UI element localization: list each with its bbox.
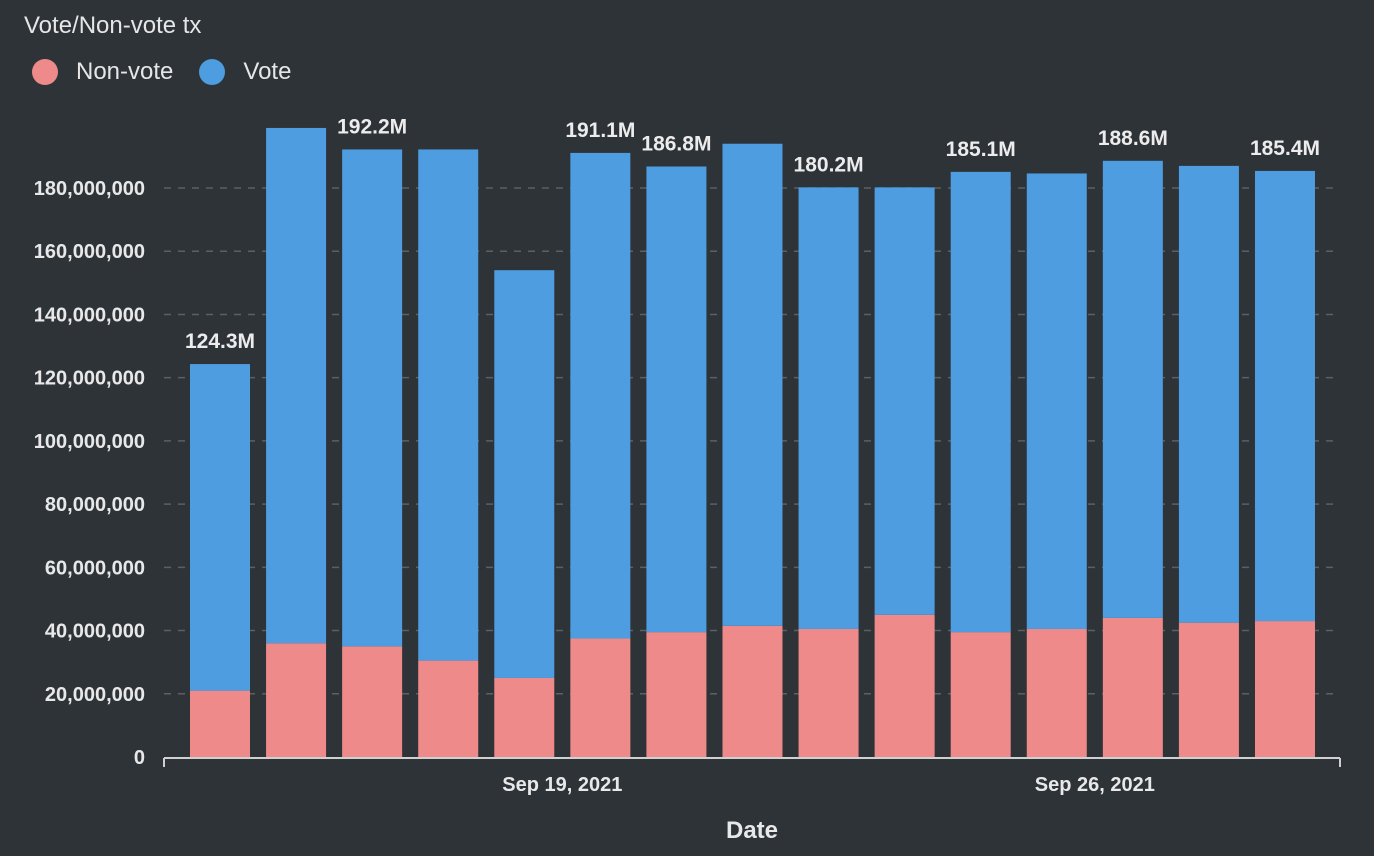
- chart-title: Vote/Non-vote tx: [24, 12, 202, 39]
- bar-non-vote: [570, 638, 631, 757]
- bar-vote: [190, 364, 250, 691]
- legend-dot-vote: [199, 59, 226, 85]
- bar-non-vote: [1254, 621, 1315, 757]
- bar-vote: [494, 270, 555, 678]
- bar-non-vote: [342, 646, 403, 757]
- bar-non-vote: [494, 677, 555, 757]
- data-label: 185.1M: [946, 138, 1016, 161]
- legend-dot-non-vote: [32, 59, 58, 85]
- bar-non-vote: [1026, 628, 1087, 757]
- y-tick-label: 80,000,000: [45, 494, 145, 516]
- bar-vote: [1026, 173, 1087, 629]
- y-tick-label: 120,000,000: [34, 368, 145, 390]
- bars: [190, 127, 1315, 757]
- bar-non-vote: [722, 625, 783, 757]
- bar-non-vote: [418, 660, 479, 757]
- y-tick-label: 60,000,000: [45, 557, 145, 579]
- legend-item-non-vote[interactable]: Non-vote: [32, 58, 173, 86]
- x-axis: Sep 19, 2021 Sep 26, 2021: [163, 757, 1341, 796]
- bar-non-vote: [266, 643, 327, 757]
- bar-non-vote: [1102, 617, 1163, 757]
- bar-non-vote: [950, 632, 1011, 757]
- y-tick-label: 20,000,000: [45, 684, 145, 706]
- data-label: 192.2M: [337, 115, 407, 138]
- data-label: 186.8M: [641, 133, 711, 156]
- bar-vote: [722, 143, 783, 626]
- y-tick-label: 0: [134, 747, 145, 769]
- y-axis-ticks: 0 20,000,000 40,000,000 60,000,000 80,000,00…: [34, 178, 145, 769]
- bar-vote: [1102, 160, 1163, 618]
- y-tick-label: 180,000,000: [34, 178, 145, 200]
- data-label: 124.3M: [185, 330, 255, 353]
- bar-vote: [342, 149, 403, 647]
- bar-non-vote: [190, 690, 250, 757]
- y-tick-label: 160,000,000: [34, 241, 145, 263]
- bar-vote: [418, 149, 479, 661]
- bar-non-vote: [874, 614, 935, 757]
- bar-non-vote: [1178, 622, 1239, 757]
- data-label: 188.6M: [1098, 127, 1168, 150]
- bar-vote: [1254, 170, 1315, 622]
- legend-label-vote: Vote: [243, 58, 292, 85]
- y-tick-label: 100,000,000: [34, 431, 145, 453]
- data-labels: 124.3M 192.2M 191.1M 186.8M 180.2M 185.1M 188.…: [183, 114, 1321, 355]
- data-label: 185.4M: [1250, 137, 1320, 160]
- y-tick-label: 140,000,000: [34, 304, 145, 326]
- x-axis-title: Date: [726, 817, 778, 844]
- data-label: 180.2M: [794, 153, 864, 176]
- chart-legend: Non-vote Vote: [32, 58, 291, 86]
- data-label: 191.1M: [565, 119, 635, 142]
- legend-item-vote[interactable]: Vote: [199, 58, 291, 86]
- x-tick-label: Sep 19, 2021: [502, 774, 622, 796]
- legend-label-non-vote: Non-vote: [76, 58, 174, 85]
- bar-non-vote: [646, 632, 707, 757]
- y-tick-label: 40,000,000: [45, 621, 145, 643]
- bar-vote: [1178, 165, 1239, 623]
- bar-vote: [266, 127, 327, 644]
- bar-vote: [950, 171, 1011, 633]
- bar-vote: [646, 166, 707, 633]
- bar-vote: [798, 187, 859, 629]
- bar-non-vote: [798, 628, 859, 757]
- bar-vote: [570, 152, 631, 639]
- x-tick-label: Sep 26, 2021: [1035, 774, 1155, 796]
- bar-vote: [874, 187, 935, 615]
